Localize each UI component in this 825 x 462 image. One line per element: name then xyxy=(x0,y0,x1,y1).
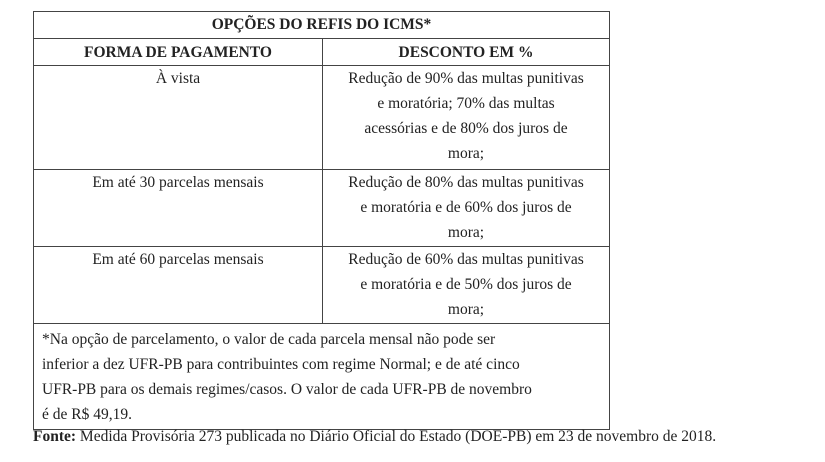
forma-cell: Em até 60 parcelas mensais xyxy=(34,247,323,323)
source-text: Medida Provisória 273 publicada no Diári… xyxy=(76,428,717,445)
refis-table: OPÇÕES DO REFIS DO ICMS* FORMA DE PAGAME… xyxy=(33,11,610,430)
desconto-cell: Redução de 80% das multas punitivas e mo… xyxy=(323,170,609,246)
desconto-line: mora; xyxy=(447,224,485,241)
header-forma: FORMA DE PAGAMENTO xyxy=(34,39,323,65)
desconto-line: mora; xyxy=(447,145,485,162)
table-header-row: FORMA DE PAGAMENTO DESCONTO EM % xyxy=(34,39,609,66)
desconto-line: mora; xyxy=(447,301,485,318)
desconto-cell: Redução de 90% das multas punitivas e mo… xyxy=(323,66,609,169)
desconto-line: Redução de 60% das multas punitivas xyxy=(348,251,584,268)
footnote: *Na opção de parcelamento, o valor de ca… xyxy=(34,324,532,429)
desconto-line: Redução de 90% das multas punitivas xyxy=(348,70,584,87)
footnote-line: é de R$ 49,19. xyxy=(42,406,132,423)
header-desconto: DESCONTO EM % xyxy=(398,44,534,61)
footnote-line: UFR-PB para os demais regimes/casos. O v… xyxy=(42,381,532,398)
table-row: À vista Redução de 90% das multas puniti… xyxy=(34,66,609,170)
forma-cell: Em até 30 parcelas mensais xyxy=(34,170,323,246)
desconto-line: e moratória e de 60% dos juros de xyxy=(360,199,572,216)
forma-cell: À vista xyxy=(34,66,323,169)
table-row: Em até 60 parcelas mensais Redução de 60… xyxy=(34,247,609,324)
desconto-cell: Redução de 60% das multas punitivas e mo… xyxy=(323,247,609,323)
table-row: Em até 30 parcelas mensais Redução de 80… xyxy=(34,170,609,247)
source-caption: Fonte: Medida Provisória 273 publicada n… xyxy=(33,428,716,446)
desconto-line: e moratória e de 50% dos juros de xyxy=(360,276,572,293)
footnote-line: *Na opção de parcelamento, o valor de ca… xyxy=(42,331,496,348)
desconto-line: Redução de 80% das multas punitivas xyxy=(348,174,584,191)
desconto-line: acessórias e de 80% dos juros de xyxy=(364,120,568,137)
source-label: Fonte: xyxy=(33,428,77,445)
desconto-line: e moratória; 70% das multas xyxy=(377,95,555,112)
footnote-line: inferior a dez UFR-PB para contribuintes… xyxy=(42,356,520,373)
table-title-row: OPÇÕES DO REFIS DO ICMS* xyxy=(34,12,609,39)
footnote-row: *Na opção de parcelamento, o valor de ca… xyxy=(34,324,609,429)
table-title: OPÇÕES DO REFIS DO ICMS* xyxy=(211,16,432,33)
